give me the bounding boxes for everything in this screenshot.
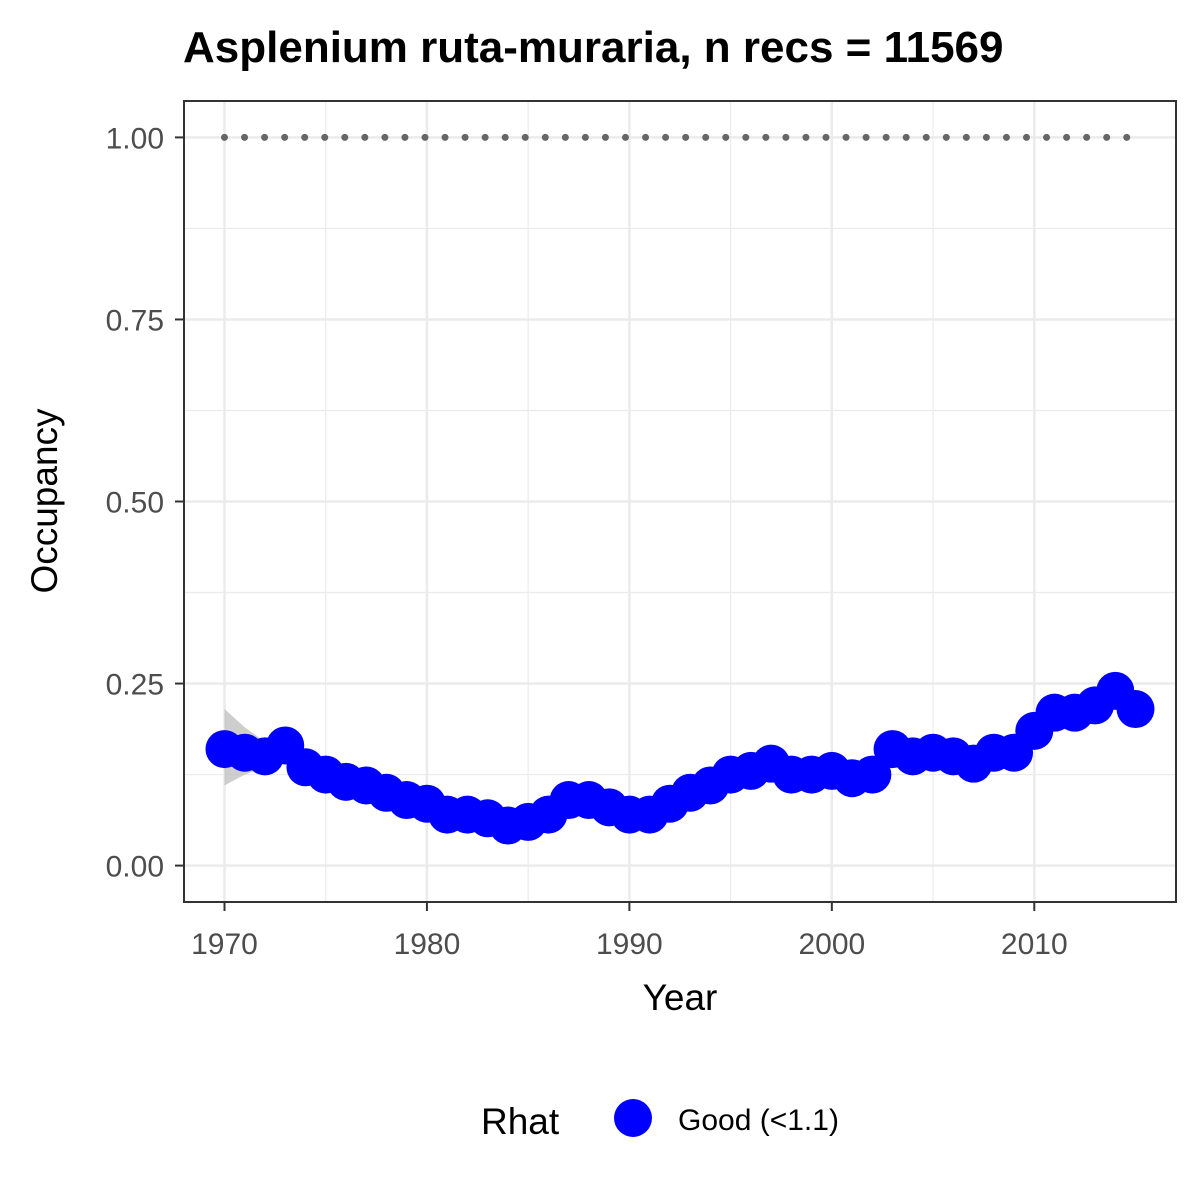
y-tick-label: 1.00 [106,122,164,155]
chart-title: Asplenium ruta-muraria, n recs = 11569 [183,23,1004,72]
x-tick-label: 1970 [191,928,258,961]
y-tick-label: 0.25 [106,669,164,702]
grid-lines [184,101,1176,902]
x-tick-label: 2010 [1001,928,1068,961]
legend-title: Rhat [481,1101,560,1142]
x-tick-label: 1980 [394,928,461,961]
data-point [853,755,892,794]
x-tick-label: 1990 [596,928,663,961]
y-tick-label: 0.50 [106,487,164,520]
legend: Rhat Good (<1.1) [481,1099,839,1142]
y-tick-label: 0.75 [106,304,164,337]
legend-key-good [614,1099,652,1137]
x-axis: 1970 1980 1990 2000 2010 [191,902,1068,961]
y-tick-label: 0.00 [106,851,164,884]
data-point [1116,690,1155,729]
y-axis-title: Occupancy [24,408,65,594]
y-axis: 0.00 0.25 0.50 0.75 1.00 [106,122,184,884]
legend-label-good: Good (<1.1) [678,1104,839,1137]
x-tick-label: 2000 [798,928,865,961]
x-axis-title: Year [643,977,718,1018]
data-points [205,671,1155,845]
